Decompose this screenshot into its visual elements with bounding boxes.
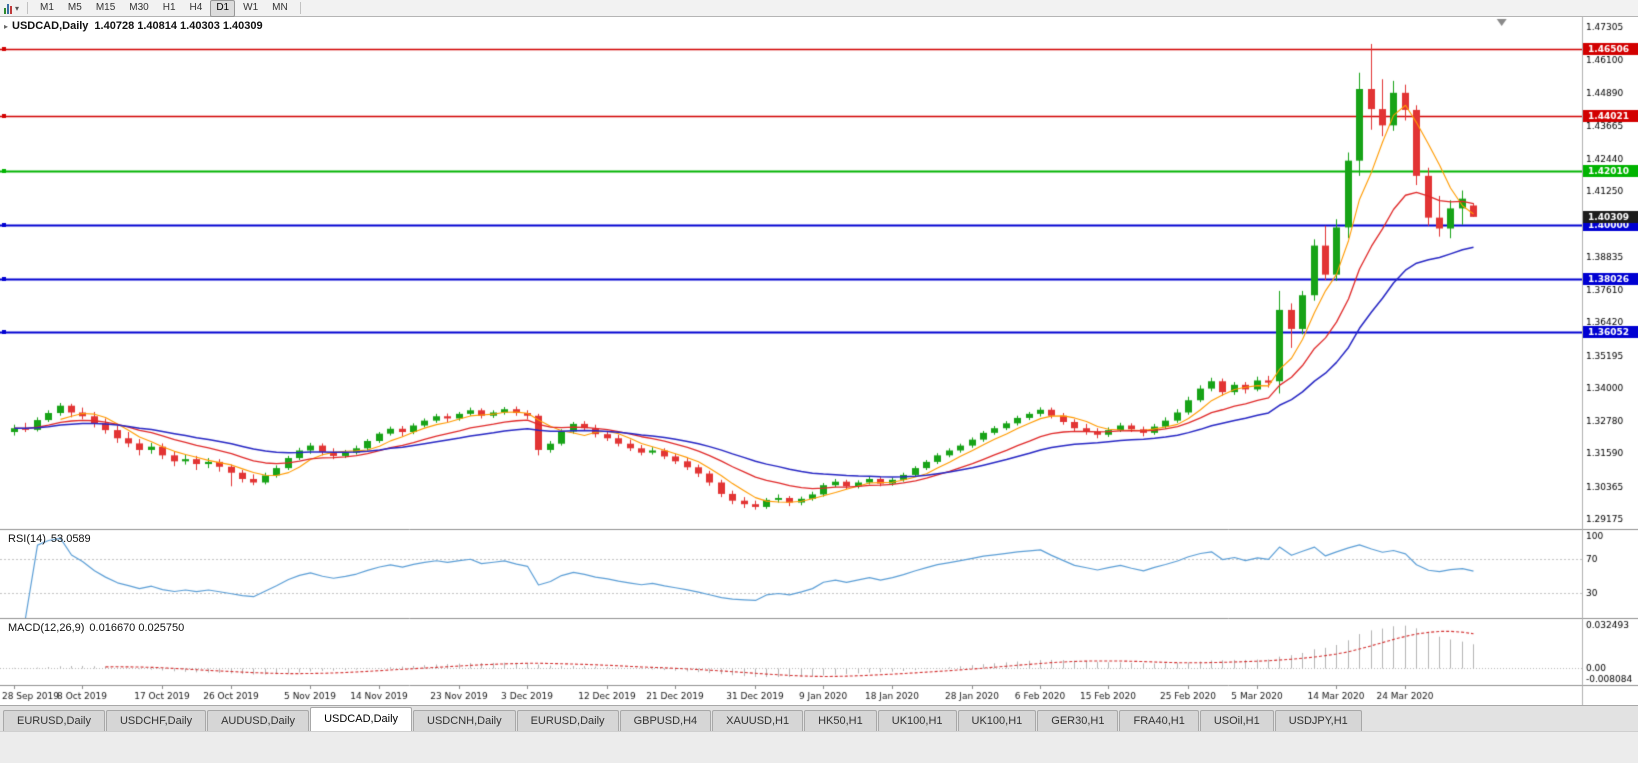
- timeframe-buttons: M1 M5 M15 M30 H1 H4 D1 W1 MN: [33, 0, 295, 17]
- one-click-trading-icon[interactable]: ▸: [4, 22, 9, 31]
- chart-tab-usdchf-daily[interactable]: USDCHF,Daily: [105, 710, 207, 731]
- chart-tab-fra40-h1[interactable]: FRA40,H1: [1119, 710, 1199, 731]
- chart-tab-usoil-h1[interactable]: USOil,H1: [1199, 710, 1274, 731]
- chart-area: ▸ USDCAD,Daily 1.40728 1.40814 1.40303 1.4…: [0, 17, 1638, 705]
- chart-tab-uk100-h1[interactable]: UK100,H1: [957, 710, 1037, 731]
- chart-tab-usdjpy-h1[interactable]: USDJPY,H1: [1274, 710, 1362, 731]
- status-bar: [0, 731, 1638, 763]
- chart-canvas[interactable]: [0, 17, 1638, 705]
- tf-button-h4[interactable]: H4: [189, 1, 203, 13]
- tf-button-m5[interactable]: M5: [67, 1, 82, 13]
- tf-button-w1[interactable]: W1: [243, 1, 259, 13]
- timeframe-toolbar: ▾ M1 M5 M15 M30 H1 H4 D1 W1 MN: [0, 0, 1638, 17]
- chart-type-icon[interactable]: [4, 3, 12, 14]
- tf-button-m1[interactable]: M1: [40, 1, 54, 13]
- chart-tab-hk50-h1[interactable]: HK50,H1: [804, 710, 877, 731]
- chart-tab-usdcad-daily[interactable]: USDCAD,Daily: [310, 707, 413, 731]
- chart-tab-eurusd-daily[interactable]: EURUSD,Daily: [516, 710, 619, 731]
- toolbar-separator: [27, 2, 29, 14]
- chart-tab-gbpusd-h4[interactable]: GBPUSD,H4: [619, 710, 712, 731]
- tf-button-d1[interactable]: D1: [210, 0, 236, 17]
- tf-button-h1[interactable]: H1: [162, 1, 176, 13]
- chart-tab-usdcnh-daily[interactable]: USDCNH,Daily: [413, 710, 516, 731]
- tf-button-mn[interactable]: MN: [272, 1, 288, 13]
- chart-tab-ger30-h1[interactable]: GER30,H1: [1037, 710, 1119, 731]
- chart-tabbar: EURUSD,Daily USDCHF,Daily AUDUSD,Daily USDC…: [0, 705, 1638, 731]
- chart-tab-xauusd-h1[interactable]: XAUUSD,H1: [712, 710, 804, 731]
- chart-tab-audusd-daily[interactable]: AUDUSD,Daily: [207, 710, 310, 731]
- chart-type-dropdown-icon[interactable]: ▾: [15, 3, 20, 13]
- tf-button-m15[interactable]: M15: [95, 1, 116, 13]
- chart-tab-eurusd-daily[interactable]: EURUSD,Daily: [3, 710, 105, 731]
- toolbar-separator: [299, 2, 301, 14]
- chart-tab-uk100-h1[interactable]: UK100,H1: [877, 710, 957, 731]
- tf-button-m30[interactable]: M30: [129, 1, 149, 13]
